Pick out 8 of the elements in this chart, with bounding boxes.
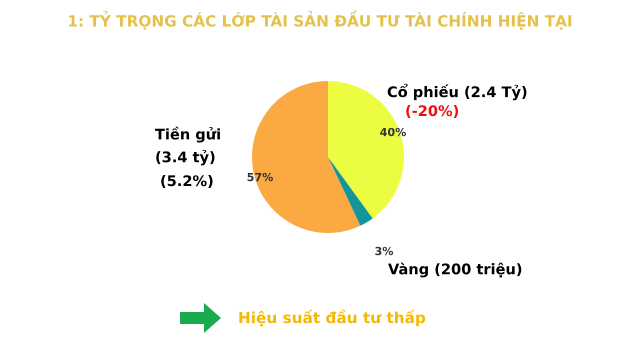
slice-label: Vàng (200 triệu) [388, 262, 522, 278]
slice-label: Tiền gửi (3.4 tỷ) [155, 126, 220, 166]
text: (-20%) [406, 104, 458, 118]
slice-label: Cổ phiếu (2.4 Tỷ) [388, 84, 526, 100]
text: Hiệu suất đầu tư thấp [239, 310, 426, 326]
chart-title: 1: TỶ TRỌNG CÁC LỚP TÀI SẢN ĐẦU TƯ TÀI CHÍNH HIỆN TẠI [69, 10, 572, 30]
text: (5.2%) [161, 174, 213, 188]
data-label: 3% [375, 246, 394, 256]
